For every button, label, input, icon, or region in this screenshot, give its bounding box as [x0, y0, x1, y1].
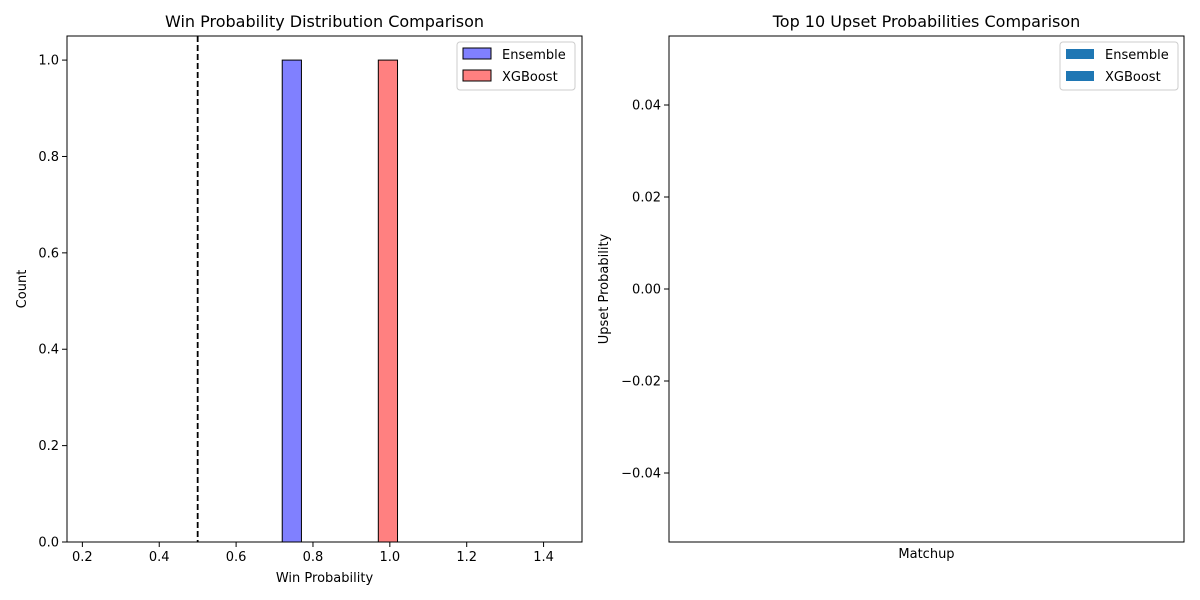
- x-tick-label: 1.0: [379, 550, 400, 565]
- y-tick-label: 1.0: [38, 54, 59, 69]
- legend-label-ensemble: Ensemble: [502, 48, 566, 63]
- legend-label-ensemble: Ensemble: [1105, 48, 1169, 63]
- x-axis-ticks: 0.2 0.4 0.6 0.8 1.0 1.2 1.4: [72, 542, 554, 565]
- y-tick-label: 0.02: [632, 191, 661, 206]
- x-tick-label: 0.4: [149, 550, 170, 565]
- x-tick-label: 1.4: [533, 550, 554, 565]
- bar-xgboost-1: [377, 59, 399, 543]
- x-axis-label: Matchup: [898, 547, 954, 562]
- legend-label-xgboost: XGBoost: [502, 70, 558, 85]
- x-tick-label: 0.2: [72, 550, 93, 565]
- x-axis-label: Win Probability: [276, 571, 374, 586]
- y-tick-label: 0.6: [38, 246, 59, 261]
- chart-win-probability: Win Probability Distribution Comparison …: [15, 12, 583, 586]
- y-axis-label: Count: [15, 270, 30, 309]
- y-tick-label: 0.0: [38, 536, 59, 551]
- x-tick-label: 1.2: [456, 550, 477, 565]
- y-tick-label: 0.00: [632, 283, 661, 298]
- y-axis-label: Upset Probability: [597, 233, 612, 344]
- y-axis-ticks: 0.0 0.2 0.4 0.6 0.8 1.0: [38, 54, 67, 551]
- plot-frame: [66, 35, 583, 543]
- y-axis-ticks: −0.04 −0.02 0.00 0.02 0.04: [621, 99, 669, 482]
- legend-label-xgboost: XGBoost: [1105, 70, 1161, 85]
- bar-ensemble-1: [281, 59, 302, 543]
- chart-title: Top 10 Upset Probabilities Comparison: [772, 12, 1081, 31]
- y-tick-label: 0.4: [38, 343, 59, 358]
- y-tick-label: 0.2: [38, 439, 59, 454]
- x-tick-label: 0.8: [303, 550, 324, 565]
- y-tick-label: 0.04: [632, 99, 661, 114]
- legend-swatch-ensemble: [1066, 49, 1094, 59]
- histogram-bars: [281, 59, 399, 543]
- legend-swatch-xgboost: [462, 69, 492, 82]
- y-tick-label: −0.02: [621, 375, 661, 390]
- legend: Ensemble XGBoost: [1059, 41, 1179, 91]
- y-tick-label: 0.8: [38, 150, 59, 165]
- legend-swatch-ensemble: [462, 47, 492, 60]
- chart-title: Win Probability Distribution Comparison: [165, 12, 484, 31]
- legend: Ensemble XGBoost: [456, 41, 576, 91]
- chart-upset-probabilities: Top 10 Upset Probabilities Comparison −0…: [597, 12, 1185, 562]
- legend-swatch-xgboost: [1066, 71, 1094, 81]
- x-tick-label: 0.6: [226, 550, 247, 565]
- y-tick-label: −0.04: [621, 467, 661, 482]
